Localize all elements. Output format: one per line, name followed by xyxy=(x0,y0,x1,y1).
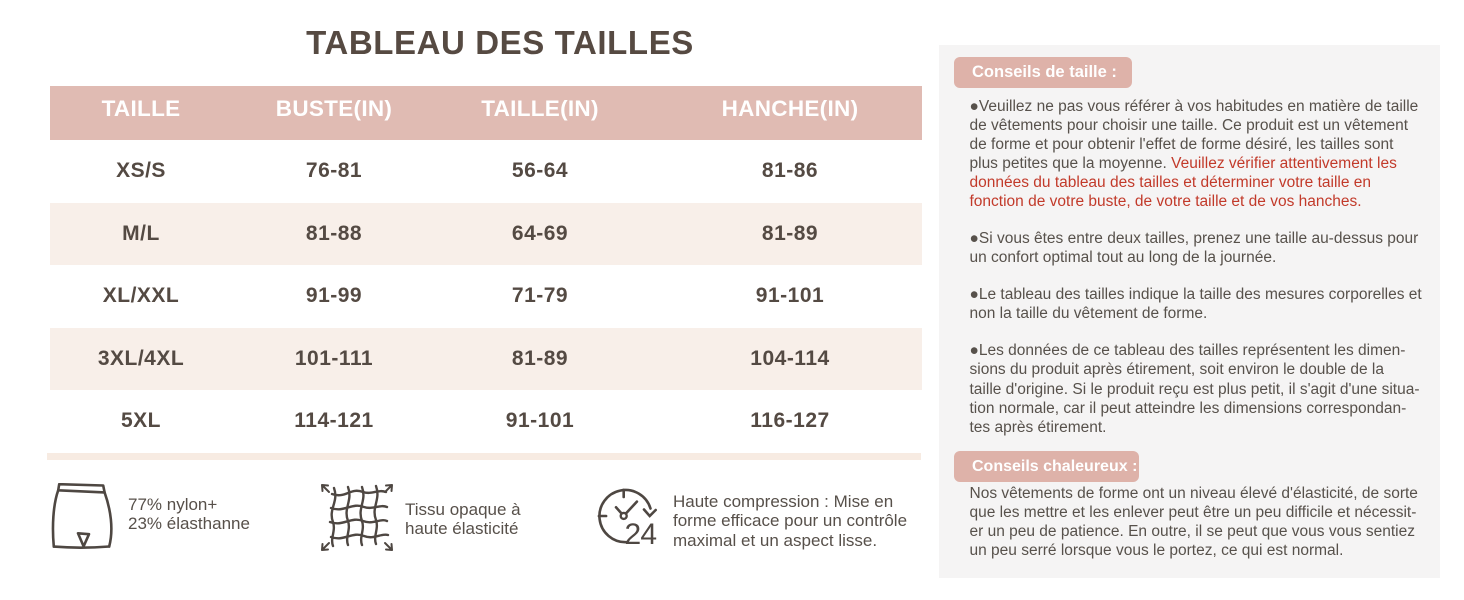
svg-text:24: 24 xyxy=(625,518,657,548)
